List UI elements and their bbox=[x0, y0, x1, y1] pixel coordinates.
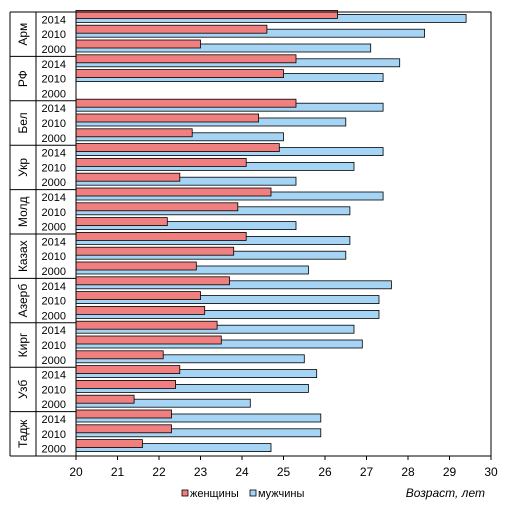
year-tick-label: 2000 bbox=[42, 444, 66, 456]
year-tick-label: 2000 bbox=[42, 222, 66, 234]
x-tick-label: 28 bbox=[401, 465, 415, 479]
axes-layer bbox=[9, 11, 492, 460]
x-tick-label: 26 bbox=[318, 465, 332, 479]
legend-swatch bbox=[181, 489, 189, 497]
bar-women bbox=[75, 409, 172, 419]
bar-women bbox=[75, 187, 272, 197]
year-tick-label: 2014 bbox=[42, 370, 66, 382]
bar-women bbox=[75, 394, 135, 404]
x-tick-label: 29 bbox=[443, 465, 457, 479]
year-tick-label: 2014 bbox=[42, 192, 66, 204]
bar-women bbox=[75, 379, 176, 389]
year-tick-label: 2010 bbox=[42, 340, 66, 352]
country-label: Кирг bbox=[16, 332, 30, 357]
x-tick-label: 22 bbox=[152, 465, 166, 479]
year-tick-label: 2010 bbox=[42, 74, 66, 86]
year-tick-label: 2010 bbox=[42, 296, 66, 308]
year-tick-label: 2000 bbox=[42, 266, 66, 278]
bar-women bbox=[75, 202, 239, 212]
year-tick-label: 2014 bbox=[42, 281, 66, 293]
country-label: Узб bbox=[16, 380, 30, 399]
country-label: Укр bbox=[16, 158, 30, 177]
legend: женщины мужчины bbox=[181, 488, 304, 500]
x-tick-label: 23 bbox=[194, 465, 208, 479]
year-tick-label: 2000 bbox=[42, 177, 66, 189]
year-tick-label: 2010 bbox=[42, 29, 66, 41]
bar-women bbox=[75, 305, 206, 315]
bar-women bbox=[75, 246, 235, 256]
legend-label: мужчины bbox=[258, 488, 304, 500]
year-tick-label: 2014 bbox=[42, 103, 66, 115]
year-tick-label: 2014 bbox=[42, 14, 66, 26]
year-tick-label: 2010 bbox=[42, 384, 66, 396]
year-tick-label: 2014 bbox=[42, 325, 66, 337]
bar-women bbox=[75, 54, 297, 64]
year-tick-label: 2010 bbox=[42, 207, 66, 219]
year-tick-label: 2010 bbox=[42, 162, 66, 174]
country-label: Казах bbox=[16, 240, 30, 272]
bar-women bbox=[75, 172, 181, 182]
bar-women bbox=[75, 261, 197, 271]
labels-layer: 2014 2010 2000 2014 2010 2000 2014 2010 2000 2014… bbox=[16, 14, 498, 479]
bars-layer bbox=[75, 9, 467, 453]
bar-women bbox=[75, 276, 230, 286]
bar-women bbox=[75, 335, 222, 345]
year-tick-label: 2010 bbox=[42, 251, 66, 263]
year-tick-label: 2010 bbox=[42, 118, 66, 130]
bar-women bbox=[75, 439, 143, 449]
year-tick-label: 2000 bbox=[42, 88, 66, 100]
x-tick-label: 24 bbox=[235, 465, 249, 479]
bar-women bbox=[75, 39, 201, 49]
legend-label: женщины bbox=[190, 488, 239, 500]
x-tick-label: 21 bbox=[111, 465, 125, 479]
country-label: Молд bbox=[16, 197, 30, 228]
bar-women bbox=[75, 24, 268, 34]
year-tick-label: 2000 bbox=[42, 355, 66, 367]
bar-women bbox=[75, 128, 193, 138]
year-tick-label: 2014 bbox=[42, 236, 66, 248]
legend-swatch bbox=[249, 489, 257, 497]
country-label: Азерб bbox=[16, 284, 30, 318]
year-tick-label: 2000 bbox=[42, 133, 66, 145]
year-tick-label: 2000 bbox=[42, 399, 66, 411]
x-tick-label: 25 bbox=[277, 465, 291, 479]
bar-women bbox=[75, 320, 218, 330]
bar-women bbox=[75, 231, 247, 241]
country-label: РФ bbox=[16, 70, 30, 87]
x-tick-label: 20 bbox=[69, 465, 83, 479]
bar-women bbox=[75, 113, 260, 123]
bar-women bbox=[75, 157, 247, 167]
bar-women bbox=[75, 291, 201, 301]
year-tick-label: 2000 bbox=[42, 44, 66, 56]
x-axis-label: Возраст, лет bbox=[406, 486, 485, 500]
country-label: Тадж bbox=[16, 420, 30, 449]
year-tick-label: 2014 bbox=[42, 59, 66, 71]
year-tick-label: 2000 bbox=[42, 310, 66, 322]
bar-women bbox=[75, 365, 181, 375]
bar-women bbox=[75, 217, 168, 227]
bar-women bbox=[75, 143, 280, 153]
year-tick-label: 2014 bbox=[42, 414, 66, 426]
bar-women bbox=[75, 350, 164, 360]
bar-women bbox=[75, 98, 297, 108]
x-tick-label: 27 bbox=[360, 465, 374, 479]
bar-women bbox=[75, 424, 172, 434]
year-tick-label: 2010 bbox=[42, 429, 66, 441]
country-label: Бел bbox=[16, 112, 30, 133]
bar-women bbox=[75, 69, 284, 78]
x-tick-label: 30 bbox=[484, 465, 498, 479]
country-label: Арм bbox=[16, 23, 30, 46]
year-tick-label: 2014 bbox=[42, 148, 66, 160]
